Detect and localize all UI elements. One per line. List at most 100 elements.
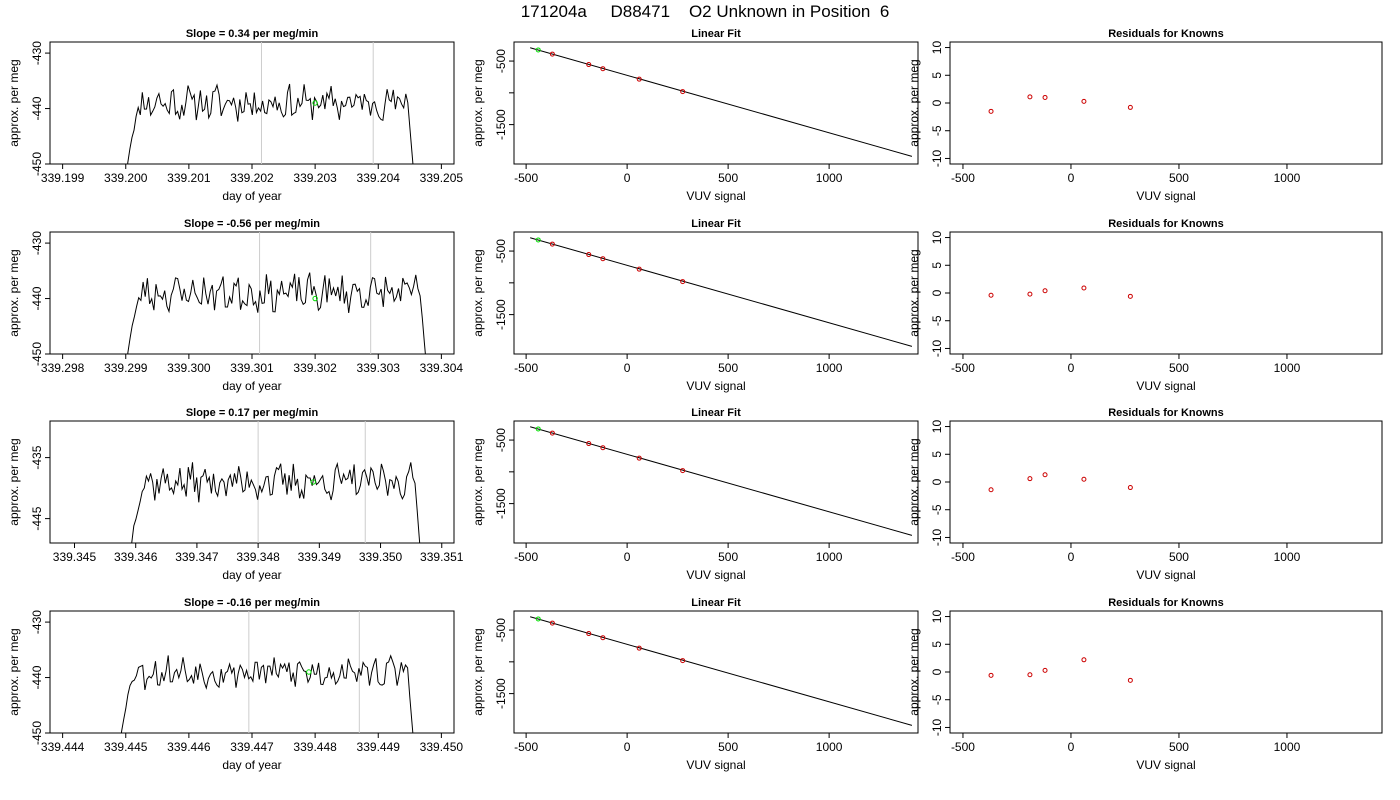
x-tick-label: 1000 [816,550,843,564]
y-tick-label: 0 [930,668,944,675]
x-tick-label: 1000 [1274,740,1301,754]
x-tick-label: -500 [951,171,975,185]
residual-point [1081,657,1087,663]
panel-title: Slope = 0.34 per meg/min [186,28,319,40]
x-tick-label: 0 [624,361,631,375]
panel-grid: Slope = 0.34 per meg/min 339.199 339.200 33… [7,28,1383,772]
x-tick-label: 339.346 [114,550,158,564]
x-axis-label: VUV signal [686,189,745,203]
y-tick-label: -445 [30,506,44,530]
x-axis-label: VUV signal [1136,568,1195,582]
residual-point [1127,104,1133,110]
figure-title: 171204a D88471 O2 Unknown in Position 6 [521,2,890,21]
plot-frame [49,420,455,544]
x-tick-label: 0 [624,740,631,754]
x-tick-label: 0 [624,171,631,185]
plot-area [988,472,1133,493]
x-tick-label: 339.298 [41,361,85,375]
y-tick-label: 5 [930,641,944,648]
series-line [131,461,421,543]
panel-title: Linear Fit [691,28,741,40]
y-tick-label: -500 [494,49,508,73]
x-tick-label: 339.449 [357,740,401,754]
y-tick-label: -430 [30,41,44,65]
plot-area [530,616,913,726]
fit-line [530,426,913,536]
x-tick-label: 339.302 [293,361,337,375]
known-point [600,635,606,641]
plot-frame [513,231,919,355]
x-tick-label: 500 [1169,550,1189,564]
residual-point [1127,677,1133,683]
panel-title: Slope = -0.56 per meg/min [184,218,320,230]
x-tick-label: 339.444 [41,740,85,754]
x-tick-label: 500 [718,740,738,754]
plot-area [530,237,913,347]
y-tick-label: -1500 [494,678,508,709]
y-tick-label: -1500 [494,299,508,330]
x-tick-label: 500 [718,361,738,375]
residual-point [1127,485,1133,491]
x-axis-label: VUV signal [686,568,745,582]
known-point [586,441,592,447]
known-point [680,658,686,664]
y-tick-label: 10 [930,41,944,55]
x-tick-label: 0 [1068,550,1075,564]
x-axis-label: VUV signal [1136,189,1195,203]
x-tick-label: 339.301 [230,361,274,375]
panel-timeseries-4: Slope = -0.16 per meg/min 339.444 339.445 3… [7,597,463,772]
x-tick-label: -500 [514,740,538,754]
plot-frame [513,41,919,165]
unknown-point [535,426,541,432]
residual-point [988,292,994,298]
known-point [636,645,642,651]
panel-title: Residuals for Knowns [1108,28,1224,40]
known-point [549,51,555,57]
panel-linear_fit-4: Linear Fit -500 0 500 1000 -1500 -500 VUV signa… [471,597,919,772]
panel-residuals-1: Residuals for Knowns -500 0 500 1000 -10 -5 0 5 1… [907,28,1383,203]
x-tick-label: 339.201 [167,171,211,185]
panel-timeseries-3: Slope = 0.17 per meg/min 339.345 339.346 33… [7,407,464,582]
y-tick-label: -440 [30,96,44,120]
known-point [586,252,592,258]
x-tick-label: 0 [1068,361,1075,375]
x-tick-label: 0 [1068,740,1075,754]
known-point [586,631,592,637]
x-tick-label: -500 [951,550,975,564]
x-tick-label: 1000 [816,171,843,185]
x-tick-label: 339.204 [357,171,401,185]
x-axis-label: day of year [222,379,281,393]
y-tick-label: -10 [930,339,944,357]
y-axis-label: approx. per meg [7,628,21,715]
known-point [636,76,642,82]
y-tick-label: 0 [930,99,944,106]
plot-frame [49,41,455,165]
residual-point [1081,476,1087,482]
x-tick-label: 339.304 [420,361,464,375]
y-axis-label: approx. per meg [471,249,485,336]
x-tick-label: 0 [624,550,631,564]
y-tick-label: -10 [930,718,944,736]
known-point [600,445,606,451]
known-point [586,62,592,68]
known-point [549,241,555,247]
y-tick-label: 5 [930,72,944,79]
x-tick-label: 339.300 [167,361,211,375]
x-tick-label: 339.205 [420,171,464,185]
plot-frame [949,610,1383,734]
plot-frame [513,610,919,734]
x-axis-label: VUV signal [686,758,745,772]
y-tick-label: -500 [494,428,508,452]
x-tick-label: 339.303 [357,361,401,375]
y-axis-label: approx. per meg [907,59,921,146]
panel-linear_fit-2: Linear Fit -500 0 500 1000 -1500 -500 VUV signa… [471,218,919,393]
panel-title: Residuals for Knowns [1108,407,1224,419]
y-tick-label: 5 [930,451,944,458]
residual-point [1042,667,1048,673]
x-tick-label: 339.199 [41,171,85,185]
x-tick-label: 500 [718,550,738,564]
x-tick-label: 0 [1068,171,1075,185]
y-tick-label: -450 [30,342,44,366]
x-tick-label: 339.349 [298,550,342,564]
